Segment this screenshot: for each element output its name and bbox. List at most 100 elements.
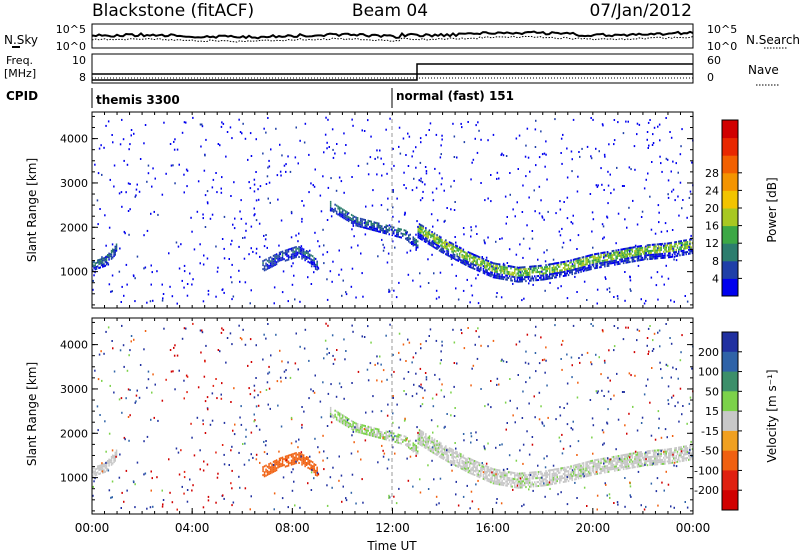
velocity-cell xyxy=(560,491,562,494)
velocity-cell xyxy=(662,450,665,453)
power-cell xyxy=(551,277,553,279)
velocity-cell xyxy=(427,438,430,441)
velocity-cell xyxy=(351,382,353,384)
power-cell xyxy=(621,260,624,263)
velocity-cell xyxy=(452,463,455,466)
power-cell xyxy=(480,182,482,184)
velocity-cell xyxy=(510,473,512,476)
velocity-cell xyxy=(597,390,599,393)
power-cell xyxy=(457,298,460,301)
power-cell xyxy=(421,228,423,231)
velocity-cell xyxy=(556,470,558,473)
power-cell xyxy=(674,199,676,202)
velocity-cell xyxy=(344,416,347,419)
power-cell xyxy=(421,226,423,229)
velocity-cell xyxy=(594,459,596,462)
power-cell xyxy=(274,260,276,262)
power-cell xyxy=(616,295,619,298)
velocity-cell xyxy=(531,475,533,478)
power-cell xyxy=(290,265,293,268)
power-cell xyxy=(420,235,422,238)
velocity-cell xyxy=(422,441,425,444)
power-cell xyxy=(540,274,542,277)
power-cell xyxy=(147,164,150,167)
power-cell xyxy=(311,262,313,265)
power-cell xyxy=(655,255,657,258)
velocity-cell xyxy=(382,449,384,452)
velocity-cell xyxy=(465,463,467,466)
power-cell xyxy=(621,258,624,261)
velocity-cell xyxy=(475,431,477,434)
power-cell xyxy=(302,250,305,253)
velocity-cell xyxy=(426,445,428,448)
power-cell xyxy=(168,252,170,255)
velocity-cell xyxy=(332,416,335,419)
velocity-cell xyxy=(657,451,660,454)
power-cell xyxy=(387,228,389,231)
velocity-cell xyxy=(313,477,315,480)
power-cell xyxy=(129,208,131,211)
velocity-cell xyxy=(469,507,471,510)
velocity-cell xyxy=(607,458,610,461)
power-cell xyxy=(562,271,565,273)
velocity-cell xyxy=(255,377,257,379)
power-cell xyxy=(93,274,95,277)
power-cell xyxy=(627,249,630,252)
power-cell xyxy=(581,260,584,263)
velocity-cell xyxy=(639,453,641,456)
velocity-cell xyxy=(562,469,565,471)
velocity-cell xyxy=(477,475,480,478)
power-cell xyxy=(532,277,535,280)
velocity-cell xyxy=(644,460,646,463)
velocity-cell xyxy=(554,472,556,475)
velocity-cell xyxy=(420,430,422,432)
power-cell xyxy=(678,248,680,251)
power-cell xyxy=(643,302,646,305)
power-cell xyxy=(526,224,528,227)
velocity-cell xyxy=(505,474,507,477)
power-cell xyxy=(671,229,674,231)
velocity-cell xyxy=(249,393,252,396)
power-cell xyxy=(287,256,290,259)
power-cell xyxy=(580,264,582,267)
power-cell xyxy=(192,278,194,281)
power-cell xyxy=(436,248,438,250)
power-cell xyxy=(578,151,580,153)
power-cell xyxy=(409,249,412,252)
velocity-cell xyxy=(524,474,526,477)
power-cell xyxy=(376,228,378,231)
velocity-cell xyxy=(433,438,436,441)
power-cell xyxy=(340,215,342,218)
velocity-cell xyxy=(493,478,496,481)
velocity-cell xyxy=(545,478,547,481)
power-cell xyxy=(635,255,637,258)
velocity-cell xyxy=(290,461,293,464)
power-cell xyxy=(249,302,251,305)
power-cell xyxy=(670,243,672,246)
velocity-cell xyxy=(440,359,442,362)
power-cell xyxy=(637,247,640,250)
power-cell xyxy=(269,264,272,267)
velocity-cell xyxy=(314,463,317,466)
power-cell xyxy=(161,283,163,286)
power-cell xyxy=(491,273,493,276)
velocity-cell xyxy=(540,482,542,485)
power-cell xyxy=(425,239,427,241)
velocity-cell xyxy=(635,459,637,462)
power-cell xyxy=(466,256,468,259)
velocity-cell xyxy=(490,469,492,472)
power-cell xyxy=(549,277,551,280)
power-cell xyxy=(323,244,325,247)
power-cell xyxy=(109,255,111,258)
velocity-cell xyxy=(377,362,379,365)
velocity-cell xyxy=(292,453,294,456)
velocity-cell xyxy=(534,481,536,484)
power-cell xyxy=(150,264,152,267)
velocity-cell xyxy=(551,481,553,483)
power-cell xyxy=(534,146,537,148)
power-cell xyxy=(406,251,408,254)
power-cell xyxy=(681,241,684,244)
power-cell xyxy=(457,259,460,262)
velocity-cell xyxy=(407,479,410,482)
velocity-cell xyxy=(102,471,104,474)
